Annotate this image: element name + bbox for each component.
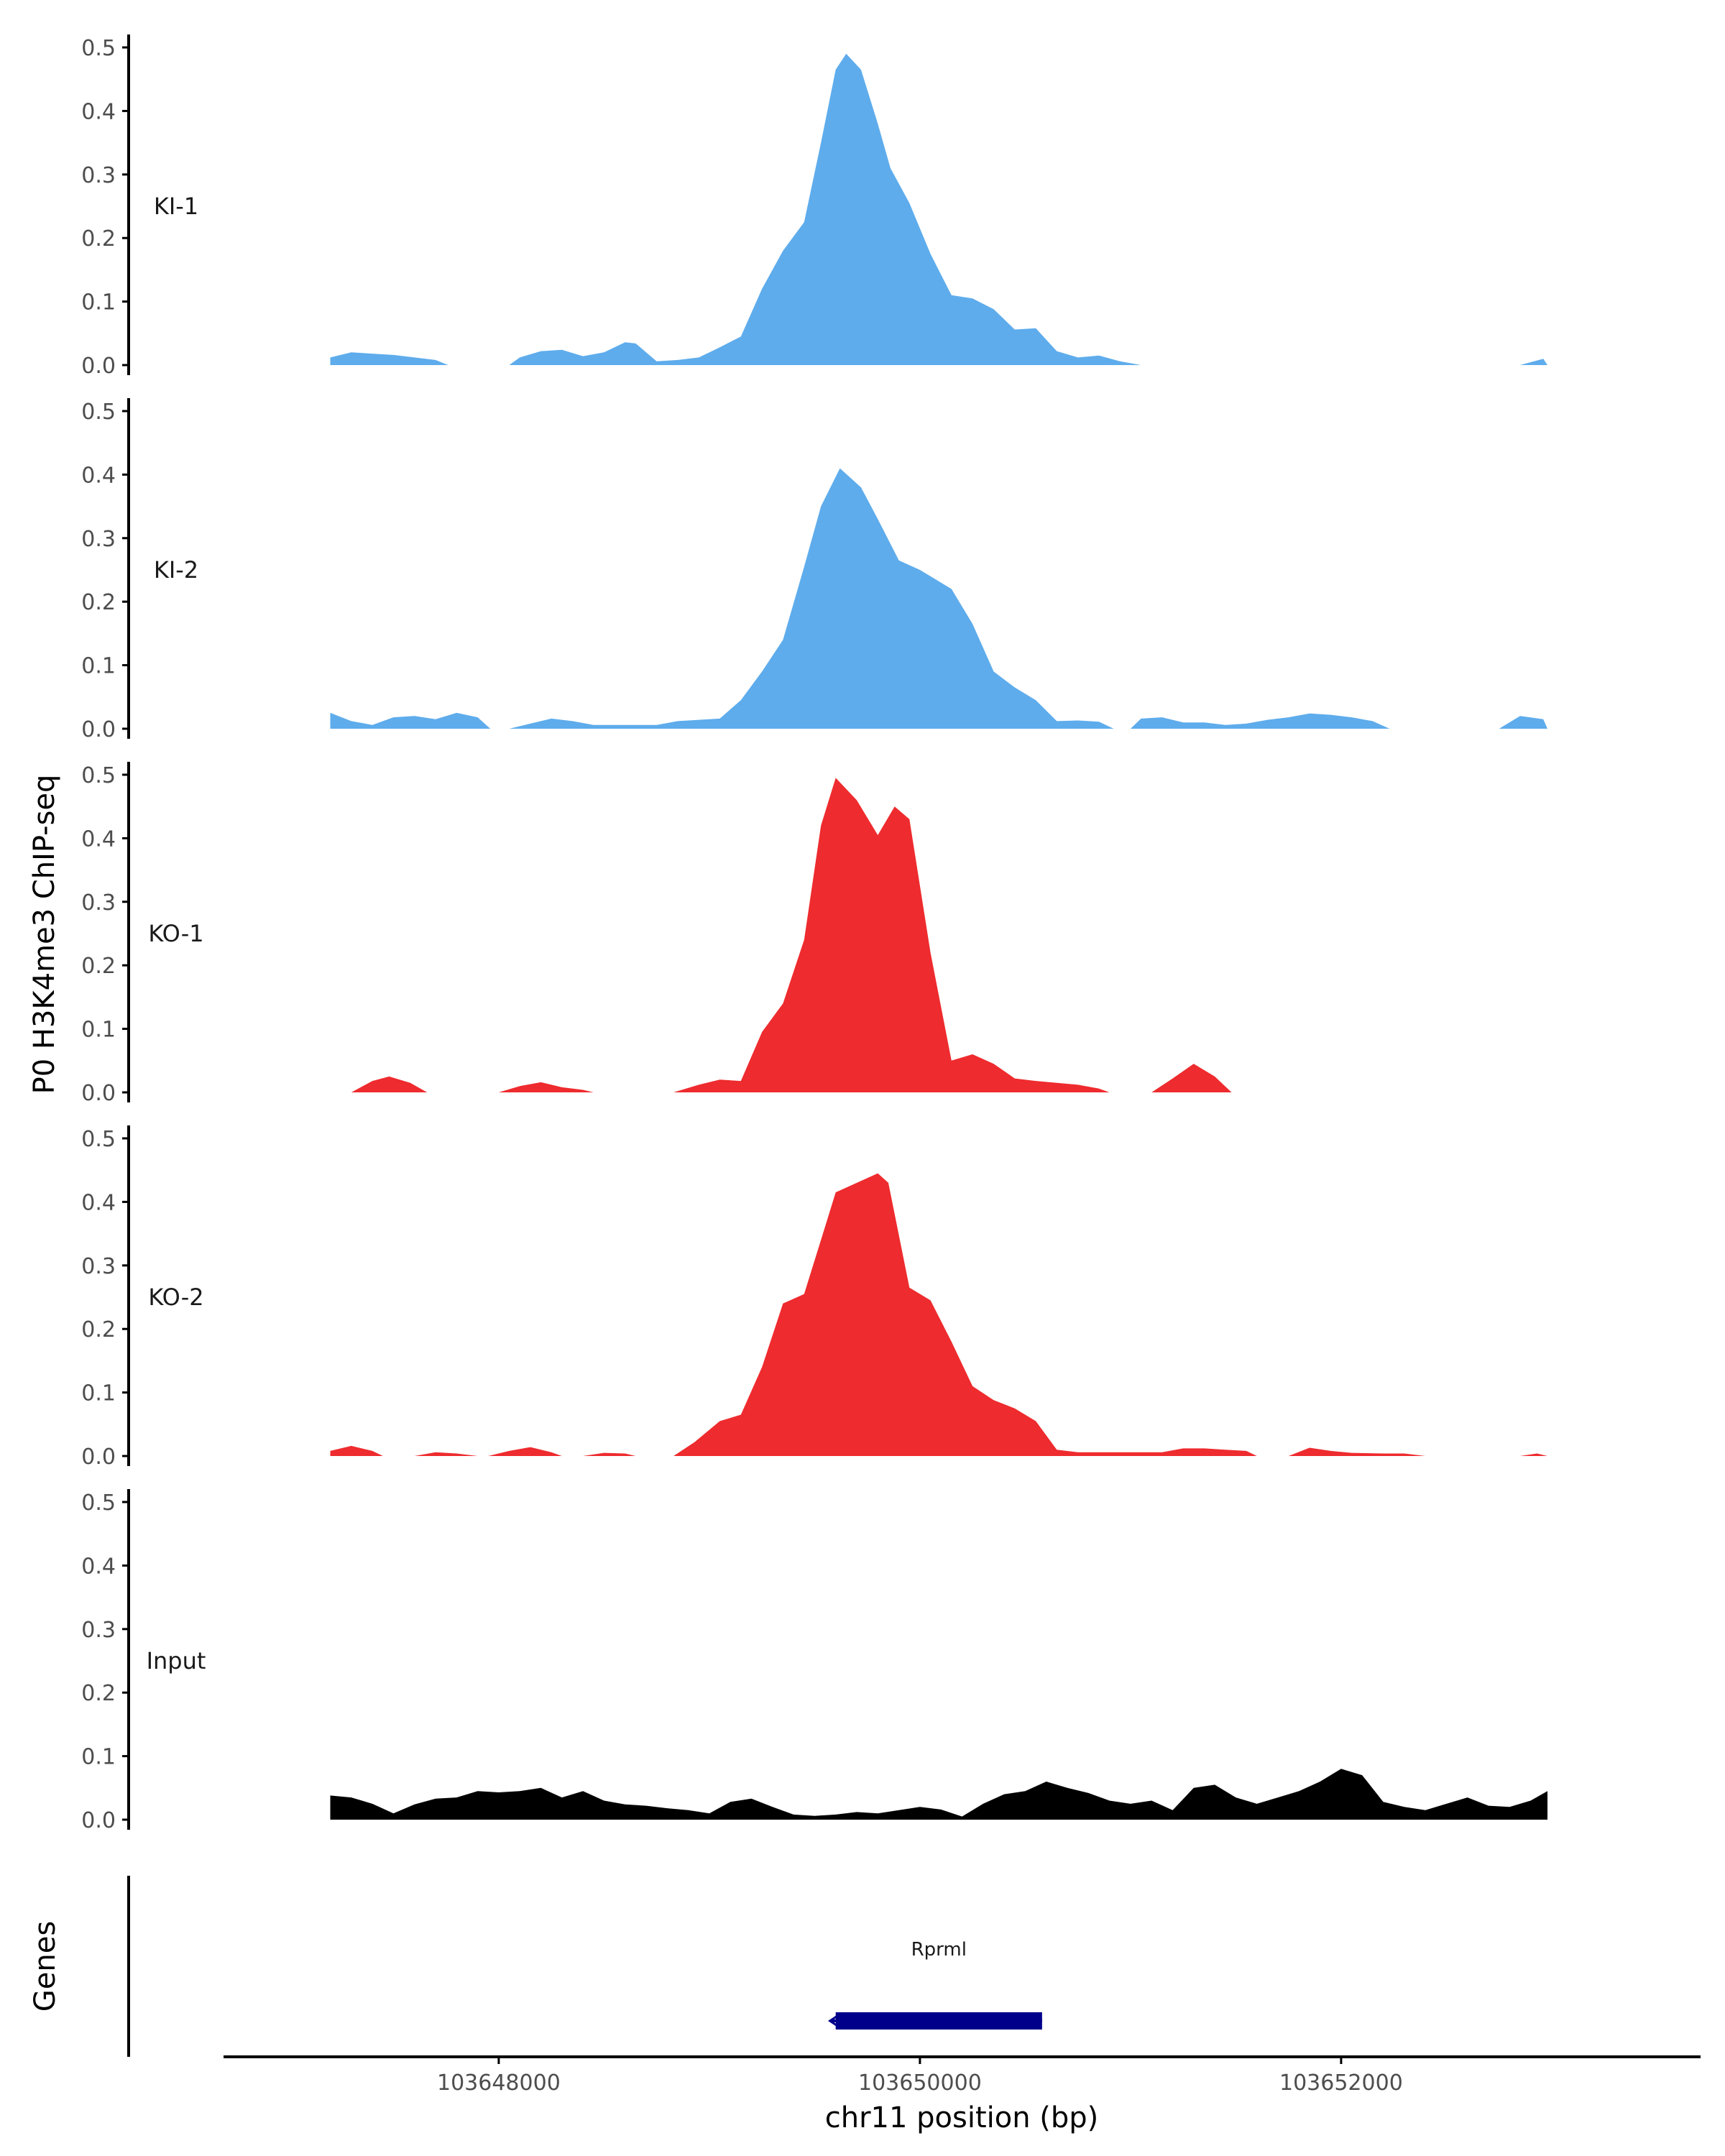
x-tick-label: 103652000 [1279, 2070, 1403, 2096]
y-tick-label: 0.4 [81, 463, 116, 488]
y-tick-label: 0.4 [81, 1190, 116, 1215]
y-tick-label: 0.1 [81, 654, 116, 679]
y-tick-label: 0.2 [81, 1681, 116, 1706]
track-panels: 0.0 0.1 0.2 0.3 0.4 0.5 KI-1 0.0 0.1 0.2 0.3 0.4 0.5… [81, 34, 1547, 1833]
y-tick-label: 0.5 [81, 36, 116, 61]
track-label: KO-2 [148, 1284, 203, 1311]
track-label: KI-2 [154, 556, 198, 584]
y-tick-label: 0.5 [81, 763, 116, 788]
gene-strand-arrow [827, 2014, 840, 2028]
coverage-area [330, 53, 1547, 366]
track-ko-1: 0.0 0.1 0.2 0.3 0.4 0.5 KO-1 [81, 762, 1232, 1106]
y-tick-label: 0.1 [81, 1018, 116, 1043]
x-tick-label: 103650000 [858, 2070, 982, 2096]
y-tick-label: 0.5 [81, 400, 116, 425]
track-ki-1: 0.0 0.1 0.2 0.3 0.4 0.5 KI-1 [81, 34, 1547, 379]
y-tick-label: 0.2 [81, 226, 116, 252]
y-tick-label: 0.3 [81, 163, 116, 188]
track-ko-2: 0.0 0.1 0.2 0.3 0.4 0.5 KO-2 [81, 1125, 1547, 1470]
track-ki-2: 0.0 0.1 0.2 0.3 0.4 0.5 KI-2 [81, 398, 1547, 742]
y-tick-label: 0.3 [81, 1254, 116, 1279]
y-tick-label: 0.4 [81, 1554, 116, 1579]
coverage-area [351, 778, 1232, 1092]
genes-axis-title: Genes [29, 1921, 62, 2012]
y-tick-label: 0.2 [81, 590, 116, 615]
y-tick-label: 0.3 [81, 890, 116, 916]
gene-label: Rprml [911, 1939, 967, 1961]
y-tick-label: 0.1 [81, 290, 116, 315]
x-axis: chr11 position (bp) 103648000 103650000 10… [224, 2055, 1701, 2134]
y-tick-label: 0.2 [81, 954, 116, 979]
gene-body [835, 2012, 1042, 2030]
y-tick-label: 0.0 [81, 717, 116, 742]
gene-rprml: Rprml [827, 1939, 1042, 2030]
y-tick-label: 0.0 [81, 1081, 116, 1106]
y-tick-label: 0.1 [81, 1745, 116, 1770]
track-input: 0.0 0.1 0.2 0.3 0.4 0.5 Input [81, 1489, 1547, 1833]
track-label: Input [147, 1647, 206, 1674]
y-tick-label: 0.3 [81, 1618, 116, 1643]
y-axis-title: P0 H3K4me3 ChIP-seq [28, 775, 61, 1095]
y-tick-label: 0.0 [81, 354, 116, 379]
coverage-area [330, 1769, 1547, 1820]
y-tick-label: 0.4 [81, 99, 116, 124]
x-axis-title: chr11 position (bp) [825, 2101, 1099, 2134]
coverage-area [330, 1173, 1547, 1456]
x-tick-label: 103648000 [437, 2070, 561, 2096]
track-label: KO-1 [148, 920, 203, 947]
y-tick-label: 0.1 [81, 1381, 116, 1406]
y-tick-label: 0.3 [81, 527, 116, 552]
genes-panel: Genes Rprml [29, 1876, 1042, 2057]
y-tick-label: 0.0 [81, 1808, 116, 1833]
y-tick-label: 0.4 [81, 826, 116, 852]
coverage-area [330, 468, 1547, 729]
y-tick-label: 0.5 [81, 1491, 116, 1516]
y-tick-label: 0.0 [81, 1445, 116, 1470]
y-tick-label: 0.2 [81, 1317, 116, 1342]
track-label: KI-1 [154, 193, 198, 220]
y-tick-label: 0.5 [81, 1127, 116, 1152]
